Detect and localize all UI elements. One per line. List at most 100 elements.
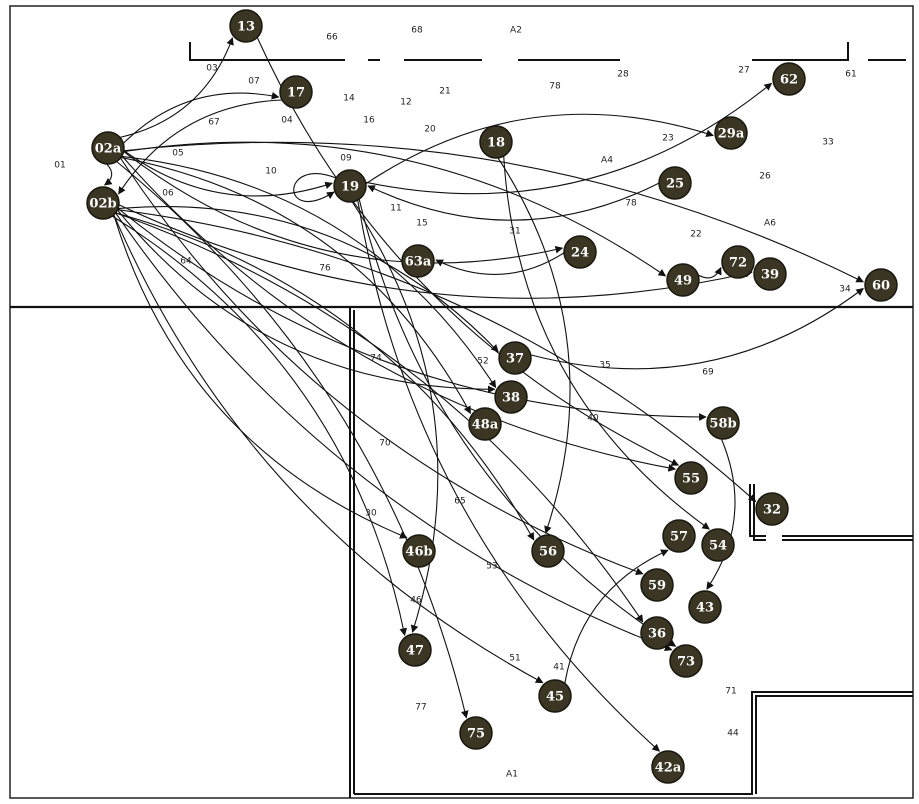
area-label-67: 67 — [208, 118, 219, 128]
node-label: 57 — [670, 530, 688, 545]
area-label-10: 10 — [265, 167, 277, 177]
area-label-05: 05 — [172, 149, 183, 159]
node-circle — [479, 125, 513, 159]
area-label-21: 21 — [439, 87, 450, 97]
node-37: 37 — [498, 341, 532, 375]
node-label: 59 — [648, 579, 666, 594]
area-label-11: 11 — [390, 204, 401, 214]
node-label: 55 — [682, 472, 700, 487]
area-label-53: 53 — [486, 562, 497, 572]
node-circle — [772, 62, 806, 96]
area-label-74: 74 — [370, 354, 382, 364]
node-59: 59 — [640, 568, 674, 602]
edge-18-to-56 — [497, 157, 571, 534]
node-label: 63a — [405, 255, 432, 270]
node-circle — [538, 679, 572, 713]
node-label: 49 — [674, 274, 692, 289]
node-60: 60 — [864, 268, 898, 302]
node-circle — [91, 131, 125, 165]
floor-outline — [9, 5, 914, 799]
area-label-A1: A1 — [506, 770, 518, 780]
node-label: 19 — [341, 180, 359, 195]
node-label: 02b — [89, 197, 116, 212]
edge-18-to-54 — [503, 155, 710, 530]
node-55: 55 — [674, 461, 708, 495]
node-label: 17 — [287, 86, 305, 101]
node-circle — [864, 268, 898, 302]
node-circle — [563, 235, 597, 269]
node-47: 47 — [398, 633, 432, 667]
area-label-04: 04 — [281, 116, 293, 126]
area-label-31: 31 — [509, 227, 520, 237]
node-label: 29a — [718, 127, 745, 142]
node-circle — [640, 616, 674, 650]
node-label: 54 — [709, 539, 727, 554]
node-19: 19 — [333, 169, 367, 203]
area-label-28: 28 — [617, 70, 629, 80]
node-circle — [279, 75, 313, 109]
node-label: 72 — [729, 256, 747, 271]
edge-25-to-19 — [367, 182, 660, 221]
node-label: 37 — [506, 352, 524, 367]
area-labels: 66 68 A2 03 07 28 78 27 61 14 12 21 67 04 16 20 23 33 01 05… — [54, 26, 856, 780]
area-label-51: 51 — [509, 654, 520, 664]
area-label-07: 07 — [248, 77, 259, 87]
node-circle — [401, 244, 435, 278]
area-label-46: 46 — [410, 596, 422, 606]
area-label-A4: A4 — [601, 156, 613, 166]
edge-49-to-72 — [697, 266, 722, 279]
area-label-61: 61 — [845, 70, 856, 80]
edge-02b-to-46b — [113, 214, 408, 539]
node-label: 62 — [780, 73, 798, 88]
edge-02a-to-55 — [121, 155, 677, 472]
node-label: 25 — [666, 177, 684, 192]
area-label-69: 69 — [702, 368, 714, 378]
node-72: 72 — [721, 245, 755, 279]
node-49: 49 — [666, 263, 700, 297]
edge-02b-to-32 — [117, 209, 757, 503]
node-42a: 42a — [651, 750, 685, 784]
node-label: 32 — [763, 503, 781, 518]
node-46b: 46b — [402, 534, 436, 568]
node-75: 75 — [459, 716, 493, 750]
node-62: 62 — [772, 62, 806, 96]
node-label: 56 — [539, 545, 557, 560]
area-label-66: 66 — [326, 33, 338, 43]
node-circle — [721, 245, 755, 279]
node-label: 39 — [761, 268, 779, 283]
node-25: 25 — [658, 166, 692, 200]
edge-02a-to-49 — [123, 141, 667, 277]
area-label-27: 27 — [738, 66, 749, 76]
area-label-34: 34 — [839, 285, 851, 295]
area-label-20: 20 — [424, 125, 436, 135]
node-43: 43 — [688, 590, 722, 624]
edge-02b-to-73 — [115, 212, 673, 652]
node-circle — [706, 406, 740, 440]
node-label: 75 — [467, 727, 485, 742]
node-13: 13 — [229, 9, 263, 43]
node-54: 54 — [701, 528, 735, 562]
node-circle — [662, 519, 696, 553]
edge-02b-to-58b — [117, 207, 707, 421]
edge-19-to-42a — [357, 199, 660, 752]
edge-02a-to-19 — [123, 150, 333, 197]
node-label: 60 — [872, 279, 890, 294]
node-label: 13 — [237, 20, 255, 35]
edge-02b-to-37 — [117, 206, 499, 353]
node-02a: 02a — [91, 131, 125, 165]
area-label-68: 68 — [411, 26, 423, 36]
area-label-12: 12 — [400, 98, 411, 108]
node-label: 38 — [502, 391, 520, 406]
node-circle — [651, 750, 685, 784]
node-label: 36 — [648, 627, 666, 642]
edge-02b-to-38 — [116, 209, 496, 394]
area-label-23: 23 — [662, 134, 673, 144]
node-circle — [688, 590, 722, 624]
node-circle — [640, 568, 674, 602]
edge-58b-to-43 — [706, 438, 736, 590]
node-label: 43 — [696, 601, 714, 616]
edge-17-to-02b — [118, 99, 283, 195]
edge-19-to-47 — [351, 201, 439, 633]
edge-19-to-73 — [358, 198, 677, 647]
node-63a: 63a — [401, 244, 435, 278]
